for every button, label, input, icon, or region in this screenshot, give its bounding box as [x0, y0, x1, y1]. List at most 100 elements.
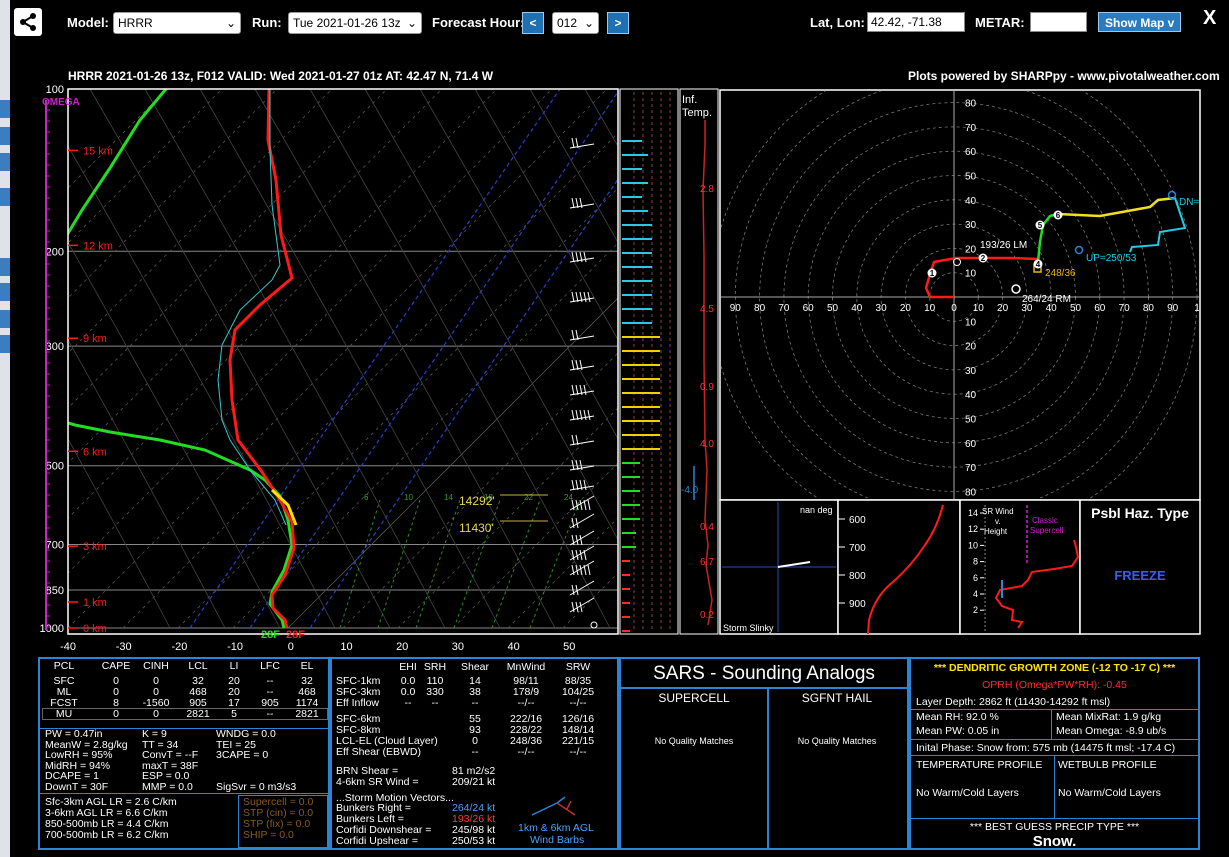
barb-flag [575, 564, 579, 576]
metar-input[interactable] [1030, 12, 1087, 32]
barb-flag [571, 329, 575, 341]
kin-cell: 221/15 [561, 735, 595, 747]
upper-dewpoint-trace [68, 89, 168, 237]
barb-flag [571, 517, 575, 529]
brn-value: 81 m2/s2 [452, 765, 496, 777]
isotherm-line [342, 352, 618, 629]
close-button[interactable]: X [1203, 7, 1217, 29]
run-select-value: Tue 2021-01-26 13z [293, 16, 401, 30]
srw-trace [994, 539, 1080, 629]
skew-t-frame [68, 89, 618, 634]
dgz-highlight [270, 488, 298, 526]
barb-flag [571, 137, 575, 149]
sr-wind-height-panel: 14 12 10 8 6 4 2 SR Wind v. Height Classic Sup… [959, 499, 1081, 635]
hodo-ring-label: 10 [965, 269, 977, 280]
barb-flag [579, 479, 583, 491]
supercell-heading: SUPERCELL [658, 691, 730, 705]
model-select[interactable]: HRRR ⌄ [113, 12, 241, 34]
height-label: 15 km [83, 145, 113, 157]
wind-barb [569, 329, 595, 341]
kin-cell: 55 [469, 713, 481, 725]
forecast-hour-select[interactable]: 012 ⌄ [552, 12, 599, 34]
hodo-ring-label: 10 [973, 303, 985, 314]
theta-tick-label: 600 [849, 515, 866, 526]
pressure-label: 100 [46, 84, 64, 96]
barb-flag [583, 251, 587, 263]
vector-value: 264/24 kt [452, 802, 496, 814]
parcel-cell: 2821 [186, 708, 210, 720]
show-map-button[interactable]: Show Map v [1098, 12, 1182, 32]
parcel-cell: -- [266, 708, 274, 720]
sfc-dewpoint-label: 28F [261, 629, 280, 641]
precip-title: *** BEST GUESS PRECIP TYPE *** [969, 821, 1140, 833]
srw-label-1: SR Wind [982, 507, 1014, 516]
barb-flag [575, 549, 579, 561]
run-select[interactable]: Tue 2021-01-26 13z ⌄ [288, 12, 422, 34]
parcel-cell: 468 [298, 686, 316, 698]
temp-axis-label: -10 [227, 641, 243, 653]
kin-row-label: SFC-6km [336, 713, 381, 725]
isotherm-line [452, 462, 618, 629]
barb-flag [571, 359, 575, 371]
kin-cell: 0.0 [400, 675, 416, 687]
theta-e-panel: 600 700 800 900 [837, 499, 961, 635]
forecast-hour-label: Forecast Hour: [432, 15, 525, 30]
parcel-cell: 1174 [295, 697, 319, 709]
hodo-cyan-segment [1129, 197, 1187, 253]
barb-flag [575, 517, 579, 529]
kin-row-label: SFC-3km [336, 686, 381, 698]
hodo-ring-label: 10 [924, 303, 936, 314]
barb-flag [571, 291, 575, 303]
kin-cell: 104/25 [561, 686, 595, 698]
height-label: 12 km [83, 240, 113, 252]
share-button[interactable] [14, 8, 42, 36]
parcel-header: LCL [188, 660, 208, 672]
parcel-cell: 905 [189, 697, 207, 709]
sr46-label: 4-6km SR Wind = [336, 776, 419, 788]
barb-flag [575, 384, 579, 396]
omega-label: OMEGA [42, 97, 80, 108]
wind-barb [569, 513, 595, 529]
sars-panel: SARS - Sounding Analogs SUPERCELL SGFNT … [619, 657, 909, 850]
hazard-type-panel: Psbl Haz. Type FREEZE [1079, 499, 1201, 635]
prev-hour-button[interactable]: < [522, 12, 544, 34]
wind-barb [569, 197, 595, 209]
kin-row-label: SFC-8km [336, 724, 381, 736]
inftemp-value: 6.7 [700, 557, 714, 568]
barb-flag [571, 479, 575, 491]
index-value: ConvT = --F [142, 749, 199, 761]
barbs-label-1: 1km & 6km AGL [518, 822, 594, 834]
chevron-down-icon: ⌄ [225, 16, 236, 30]
supercell-result: No Quality Matches [654, 736, 734, 746]
parcel-cell: 468 [189, 686, 207, 698]
index-value: ESP = 0.0 [142, 770, 190, 782]
wind-barb [569, 384, 595, 396]
next-hour-button[interactable]: > [607, 12, 629, 34]
kin-cell: 93 [469, 724, 481, 736]
latlon-input[interactable]: 42.42, -71.38 [867, 12, 965, 32]
hodo-height-point [927, 268, 937, 278]
wind-barbs-icon [531, 796, 576, 816]
mixratio-label: 6 [364, 493, 369, 502]
isotherm-line [507, 517, 618, 629]
dgz-title: *** DENDRITIC GROWTH ZONE (-12 TO -17 C)… [933, 662, 1176, 674]
kin-header: SRH [423, 661, 447, 673]
hodo-ring-label: 1 [1194, 303, 1200, 314]
isotherm-line [177, 187, 618, 629]
mixratio-label: 14 [444, 493, 453, 502]
hodo-red-segment [924, 256, 1039, 299]
barb-flag [571, 459, 575, 471]
index-value: WNDG = 0.0 [216, 728, 276, 740]
wind-barb [569, 434, 595, 446]
wind-barb [569, 580, 595, 596]
sr46-value: 209/21 kt [452, 776, 496, 788]
wind-barb [569, 291, 595, 303]
latlon-label: Lat, Lon: [810, 15, 865, 30]
kin-cell: -- [471, 697, 479, 709]
hodo-height-label: 2 [981, 254, 986, 263]
dgz-phase: Inital Phase: Snow from: 575 mb (14475 f… [916, 742, 1176, 754]
lapse-rate: 3-6km AGL LR = 6.6 C/km [45, 807, 168, 819]
mixratio-line [453, 499, 501, 629]
mixratio-line [415, 499, 461, 629]
hodo-ring-label: 10 [965, 317, 977, 328]
